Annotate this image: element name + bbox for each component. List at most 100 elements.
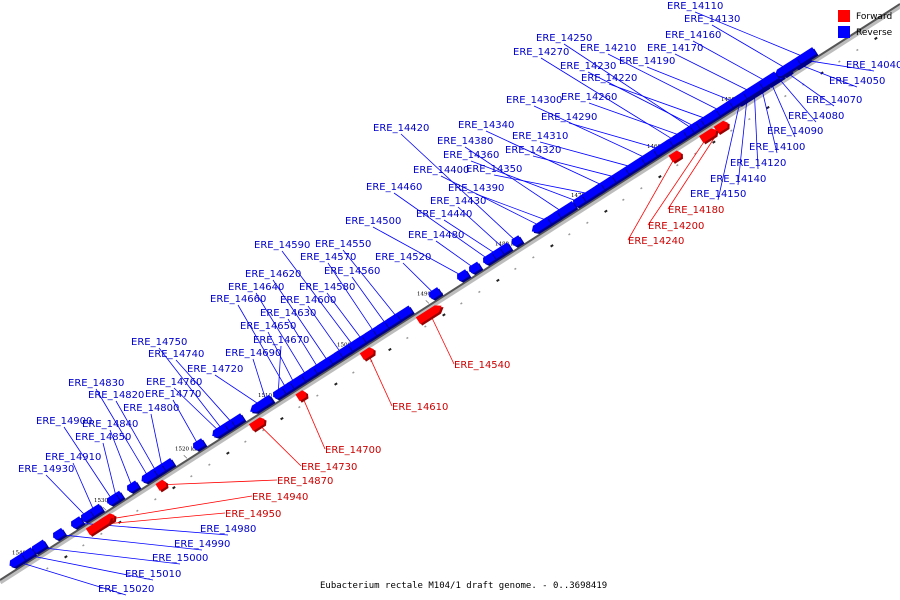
gene-label-ere-14170[interactable]: ERE_14170: [647, 43, 703, 54]
gene-label-ere-14440[interactable]: ERE_14440: [416, 209, 472, 220]
gene-glyph[interactable]: [531, 217, 551, 233]
gene-label-ere-14720[interactable]: ERE_14720: [187, 364, 243, 375]
gene-label-ere-14820[interactable]: ERE_14820: [88, 390, 144, 401]
gene-label-ere-14830[interactable]: ERE_14830: [68, 378, 124, 389]
gene-label-ere-14200[interactable]: ERE_14200: [648, 221, 704, 232]
gene-label-ere-14270[interactable]: ERE_14270: [513, 47, 569, 58]
gene-label-ere-14640[interactable]: ERE_14640: [228, 282, 284, 293]
gene-glyph[interactable]: [774, 57, 801, 77]
gene-label-ere-14480[interactable]: ERE_14480: [408, 230, 464, 241]
gene-label-ere-14350[interactable]: ERE_14350: [466, 164, 522, 175]
gene-glyph[interactable]: [794, 47, 817, 65]
gene-label-ere-14800[interactable]: ERE_14800: [123, 403, 179, 414]
gene-glyph[interactable]: [155, 479, 167, 491]
gene-glyph[interactable]: [578, 183, 605, 202]
gene-label-ere-14150[interactable]: ERE_14150: [690, 189, 746, 200]
gene-glyph[interactable]: [250, 395, 273, 413]
gene-label-ere-14160[interactable]: ERE_14160: [665, 30, 721, 41]
gene-label-ere-14180[interactable]: ERE_14180: [668, 205, 724, 216]
gene-label-ere-14110[interactable]: ERE_14110: [667, 1, 723, 12]
gene-glyph[interactable]: [713, 120, 728, 134]
gene-label-ere-14340[interactable]: ERE_14340: [458, 120, 514, 131]
gene-label-ere-14380[interactable]: ERE_14380: [437, 136, 493, 147]
gene-glyph[interactable]: [141, 469, 158, 483]
gene-label-ere-14950[interactable]: ERE_14950: [225, 509, 281, 520]
gene-label-ere-14770[interactable]: ERE_14770: [145, 389, 201, 400]
gene-label-ere-14090[interactable]: ERE_14090: [767, 126, 823, 137]
gene-label-ere-14520[interactable]: ERE_14520: [375, 252, 431, 263]
gene-label-ere-14700[interactable]: ERE_14700: [325, 445, 381, 456]
gene-glyph[interactable]: [622, 157, 645, 175]
gene-label-ere-14910[interactable]: ERE_14910: [45, 452, 101, 463]
gene-label-ere-14730[interactable]: ERE_14730: [301, 462, 357, 473]
gene-label-ere-14940[interactable]: ERE_14940: [252, 492, 308, 503]
gene-glyph[interactable]: [107, 493, 120, 506]
gene-label-ere-14240[interactable]: ERE_14240: [628, 236, 684, 247]
gene-glyph[interactable]: [81, 509, 94, 522]
gene-label-ere-14760[interactable]: ERE_14760: [146, 377, 202, 388]
gene-label-ere-14930[interactable]: ERE_14930: [18, 464, 74, 475]
gene-label-ere-15010[interactable]: ERE_15010: [125, 569, 181, 580]
gene-label-ere-14590[interactable]: ERE_14590: [254, 240, 310, 251]
gene-label-ere-14620[interactable]: ERE_14620: [245, 269, 301, 280]
gene-label-ere-14220[interactable]: ERE_14220: [581, 73, 637, 84]
gene-glyph[interactable]: [699, 128, 717, 143]
gene-label-ere-14250[interactable]: ERE_14250: [536, 33, 592, 44]
gene-glyph[interactable]: [650, 139, 673, 157]
gene-glyph[interactable]: [483, 252, 496, 265]
gene-label-ere-14300[interactable]: ERE_14300: [506, 95, 562, 106]
gene-label-ere-14430[interactable]: ERE_14430: [430, 196, 486, 207]
gene-label-ere-14460[interactable]: ERE_14460: [366, 182, 422, 193]
gene-label-ere-14900[interactable]: ERE_14900: [36, 416, 92, 427]
gene-label-ere-14600[interactable]: ERE_14600: [280, 295, 336, 306]
gene-label-ere-14540[interactable]: ERE_14540: [454, 360, 510, 371]
gene-label-ere-14850[interactable]: ERE_14850: [75, 432, 131, 443]
gene-label-ere-14650[interactable]: ERE_14650: [240, 321, 296, 332]
gene-label-ere-14550[interactable]: ERE_14550: [315, 239, 371, 250]
gene-glyph[interactable]: [273, 387, 286, 399]
gene-label-ere-14980[interactable]: ERE_14980: [200, 524, 256, 535]
gene-glyph[interactable]: [71, 516, 84, 529]
gene-label-ere-14310[interactable]: ERE_14310: [512, 131, 568, 142]
gene-label-ere-14080[interactable]: ERE_14080: [788, 111, 844, 122]
gene-label-ere-14990[interactable]: ERE_14990: [174, 539, 230, 550]
gene-label-ere-14260[interactable]: ERE_14260: [561, 92, 617, 103]
gene-glyph[interactable]: [212, 423, 229, 438]
gene-label-ere-14070[interactable]: ERE_14070: [806, 95, 862, 106]
gene-glyph[interactable]: [573, 195, 586, 207]
gene-glyph[interactable]: [415, 305, 442, 325]
gene-label-ere-14210[interactable]: ERE_14210: [580, 43, 636, 54]
gene-glyph[interactable]: [9, 553, 26, 568]
gene-label-ere-15000[interactable]: ERE_15000: [152, 553, 208, 564]
gene-label-ere-14290[interactable]: ERE_14290: [541, 112, 597, 123]
gene-label-ere-14400[interactable]: ERE_14400: [413, 165, 469, 176]
gene-label-ere-14630[interactable]: ERE_14630: [260, 308, 316, 319]
gene-label-ere-14140[interactable]: ERE_14140: [710, 174, 766, 185]
gene-label-ere-14660[interactable]: ERE_14660: [210, 294, 266, 305]
gene-glyph[interactable]: [85, 516, 112, 536]
gene-glyph[interactable]: [53, 527, 66, 540]
gene-label-ere-14670[interactable]: ERE_14670: [253, 335, 309, 346]
gene-label-ere-14390[interactable]: ERE_14390: [448, 183, 504, 194]
gene-label-ere-14750[interactable]: ERE_14750: [131, 337, 187, 348]
gene-label-ere-14130[interactable]: ERE_14130: [684, 14, 740, 25]
gene-label-ere-14580[interactable]: ERE_14580: [299, 282, 355, 293]
gene-label-ere-14870[interactable]: ERE_14870: [277, 476, 333, 487]
gene-label-ere-14840[interactable]: ERE_14840: [82, 419, 138, 430]
gene-glyph[interactable]: [31, 539, 48, 554]
gene-label-ere-14500[interactable]: ERE_14500: [345, 216, 401, 227]
gene-label-ere-14360[interactable]: ERE_14360: [443, 150, 499, 161]
gene-glyph[interactable]: [668, 150, 681, 163]
gene-label-ere-14320[interactable]: ERE_14320: [505, 145, 561, 156]
gene-label-ere-14570[interactable]: ERE_14570: [300, 252, 356, 263]
gene-label-ere-14190[interactable]: ERE_14190: [619, 56, 675, 67]
gene-label-ere-14120[interactable]: ERE_14120: [730, 158, 786, 169]
gene-glyph[interactable]: [511, 235, 523, 247]
gene-glyph[interactable]: [359, 347, 374, 361]
gene-glyph[interactable]: [469, 261, 482, 274]
gene-glyph[interactable]: [127, 480, 140, 493]
gene-label-ere-14100[interactable]: ERE_14100: [749, 142, 805, 153]
gene-glyph[interactable]: [756, 71, 779, 89]
gene-label-ere-15020[interactable]: ERE_15020: [98, 584, 154, 595]
gene-glyph[interactable]: [457, 269, 470, 282]
